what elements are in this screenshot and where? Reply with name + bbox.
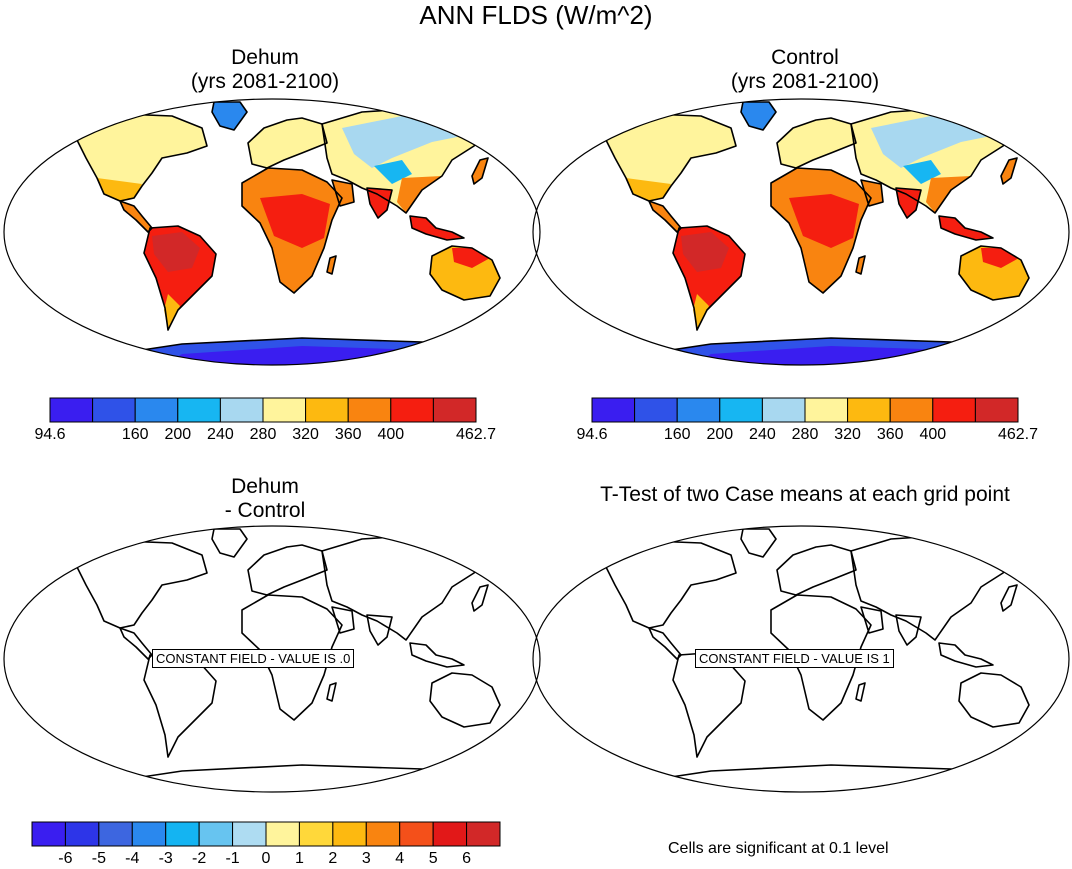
colorbar-swatch: [365, 821, 401, 847]
colorbar-tick-label: 360: [335, 426, 362, 443]
colorbar-swatch: [134, 397, 179, 423]
colorbar-tick-label: 360: [877, 426, 904, 443]
map-control: [532, 98, 1070, 366]
colorbar-control: 94.6 160 200 240 280 320 360 400 462.7: [576, 397, 1038, 443]
colorbar-tick-label: 4: [395, 850, 404, 867]
panel-title-line2: (yrs 2081-2100): [190, 70, 340, 93]
significance-note: Cells are significant at 0.1 level: [668, 840, 889, 857]
colorbar-swatch: [298, 821, 334, 847]
colorbar-dehum: 94.6 160 200 240 280 320 360 400 462.7: [34, 397, 496, 443]
colorbar-swatch: [932, 397, 976, 423]
colorbar-swatch: [466, 821, 501, 847]
colorbar-tick-label: 6: [462, 850, 471, 867]
colorbar-swatch: [591, 397, 636, 423]
colorbar-tick-label: 3: [362, 850, 371, 867]
colorbar-swatch: [676, 397, 721, 423]
colorbar-tick-label: 400: [919, 426, 946, 443]
colorbar-tick-label: 94.6: [576, 426, 607, 443]
colorbar-tick-label: 320: [834, 426, 861, 443]
colorbar-tick-label: 462.7: [456, 426, 496, 443]
colorbar-swatch: [31, 821, 66, 847]
colorbar-difference: -6 -5 -4 -3 -2 -1 0 1 2 3 4 5 6: [31, 821, 501, 867]
map-dehum: [3, 98, 541, 366]
panel-title-line2: (yrs 2081-2100): [730, 70, 880, 93]
colorbar-swatch: [974, 397, 1019, 423]
panel-title-ttest: T-Test of two Case means at each grid po…: [540, 483, 1070, 507]
colorbar-swatch: [889, 397, 934, 423]
colorbar-swatch: [399, 821, 434, 847]
colorbar-swatch: [347, 397, 392, 423]
colorbar-swatch: [232, 821, 267, 847]
colorbar-tick-label: 280: [792, 426, 819, 443]
colorbar-tick-label: 320: [292, 426, 319, 443]
colorbar-swatch: [219, 397, 264, 423]
map-ttest: [532, 525, 1070, 793]
colorbar-swatch: [634, 397, 678, 423]
colorbar-tick-label: 2: [328, 850, 337, 867]
colorbar-swatch: [262, 397, 307, 423]
colorbar-swatch: [390, 397, 434, 423]
panel-title-line2: - Control: [224, 499, 306, 522]
colorbar-swatch: [64, 821, 100, 847]
colorbar-swatch: [165, 821, 200, 847]
colorbar-swatch: [432, 821, 468, 847]
colorbar-swatch: [719, 397, 763, 423]
colorbar-swatch: [49, 397, 94, 423]
colorbar-tick-label: -4: [125, 850, 139, 867]
constant-field-label-ttest: CONSTANT FIELD - VALUE IS 1: [695, 649, 894, 668]
colorbar-tick-label: 240: [749, 426, 776, 443]
colorbar-tick-label: 5: [429, 850, 438, 867]
colorbar-swatch: [131, 821, 167, 847]
colorbar-tick-label: -6: [58, 850, 72, 867]
panel-title-line1: Dehum: [231, 46, 299, 69]
colorbar-swatch: [332, 821, 367, 847]
colorbar-tick-label: 160: [122, 426, 149, 443]
panel-title-line1: Control: [771, 46, 839, 69]
colorbar-tick-label: -1: [225, 850, 239, 867]
panel-title-difference: Dehum - Control: [100, 475, 430, 523]
panel-title-dehum: Dehum (yrs 2081-2100): [100, 46, 430, 94]
colorbar-swatch: [804, 397, 849, 423]
map-difference: [3, 525, 541, 793]
colorbar-tick-label: 0: [262, 850, 271, 867]
colorbar-tick-label: -5: [92, 850, 106, 867]
panel-title-line1: T-Test of two Case means at each grid po…: [600, 483, 1010, 506]
colorbar-tick-label: 280: [250, 426, 277, 443]
colorbar-swatch: [265, 821, 300, 847]
colorbar-tick-label: 200: [164, 426, 191, 443]
colorbar-swatch: [432, 397, 477, 423]
colorbar-tick-label: 94.6: [34, 426, 65, 443]
colorbar-swatch: [198, 821, 234, 847]
colorbar-tick-label: -3: [159, 850, 173, 867]
colorbar-tick-label: 200: [706, 426, 733, 443]
colorbar-tick-label: 240: [207, 426, 234, 443]
panel-title-control: Control (yrs 2081-2100): [640, 46, 970, 94]
colorbar-swatch: [847, 397, 891, 423]
colorbar-tick-label: 160: [664, 426, 691, 443]
colorbar-swatch: [98, 821, 133, 847]
colorbar-tick-label: -2: [192, 850, 206, 867]
constant-field-label-difference: CONSTANT FIELD - VALUE IS .0: [152, 649, 355, 668]
main-title: ANN FLDS (W/m^2): [419, 0, 653, 30]
colorbar-tick-label: 400: [377, 426, 404, 443]
colorbar-tick-label: 462.7: [998, 426, 1038, 443]
colorbar-tick-label: 1: [295, 850, 304, 867]
colorbar-swatch: [305, 397, 349, 423]
colorbar-swatch: [761, 397, 806, 423]
panel-title-line1: Dehum: [231, 475, 299, 498]
colorbar-swatch: [177, 397, 221, 423]
colorbar-swatch: [92, 397, 136, 423]
